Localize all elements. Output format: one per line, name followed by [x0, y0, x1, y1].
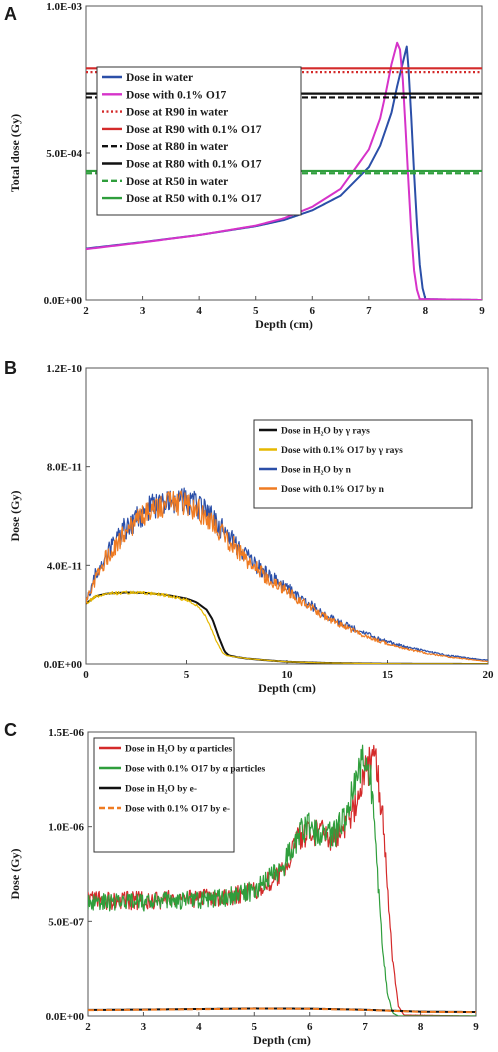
series-dose-with-0-1-o17	[86, 41, 482, 300]
x-tick-label: 2	[83, 305, 89, 317]
plot-frame	[87, 731, 477, 1017]
x-tick-label: 5	[252, 1021, 258, 1033]
x-tick-label: 7	[366, 305, 372, 317]
legend-label-dose-at-r90-with-0-1-o17: Dose at R90 with 0.1% O17	[126, 124, 262, 136]
legend-label-dose-at-r80-in-water: Dose at R80 in water	[126, 141, 228, 153]
x-tick-label: 4	[196, 1021, 202, 1033]
y-tick-label: 0.0E+00	[44, 659, 83, 671]
legend-box	[96, 66, 302, 216]
x-tick-label: 6	[307, 1021, 313, 1033]
y-axis-title: Dose (Gy)	[8, 849, 22, 900]
legend-label-dose-with-0-1-o17-by-e: Dose with 0.1% O17 by e-	[125, 804, 230, 814]
legend-label-dose-with-0-1-o17-by-n: Dose with 0.1% O17 by n	[281, 485, 385, 495]
x-tick-label: 10	[282, 669, 294, 681]
legend-label-dose-with-0-1-o17: Dose with 0.1% O17	[126, 89, 227, 101]
x-tick-label: 5	[253, 305, 259, 317]
legend-box	[93, 737, 235, 853]
x-tick-label: 20	[483, 669, 495, 681]
legend-label-dose-at-r50-with-0-1-o17: Dose at R50 with 0.1% O17	[126, 193, 262, 205]
legend-label-dose-in-h-o-by-e: Dose in H₂O by e-	[125, 784, 197, 794]
chart-panel-b: B 0 5 10 15 20 0.0E+00 4.0E-11 8.0E-11 1.2E-10 Dep…	[4, 358, 494, 695]
x-tick-label: 6	[310, 305, 316, 317]
legend-label-dose-in-h-o-by-rays: Dose in H₂O by γ rays	[281, 426, 370, 436]
x-tick-label: 9	[479, 305, 485, 317]
y-tick-label: 5.0E-07	[48, 916, 84, 928]
panel-label-a: A	[4, 4, 17, 24]
legend-label-dose-at-r90-in-water: Dose at R90 in water	[126, 107, 228, 119]
chart-panel-a: A 2 3 4 5 6 7 8 9 0.0E+00 5.0E-04 1.0E-03 Depth (cm)…	[4, 1, 485, 331]
x-axis-title: Depth (cm)	[253, 1033, 311, 1047]
x-tick-label: 0	[83, 669, 89, 681]
x-tick-label: 3	[140, 305, 146, 317]
series-group	[88, 744, 476, 1016]
y-tick-label: 0.0E+00	[46, 1011, 85, 1023]
legend-label-dose-at-r80-with-0-1-o17: Dose at R80 with 0.1% O17	[126, 159, 262, 171]
x-tick-label: 5	[184, 669, 190, 681]
y-axis-title: Dose (Gy)	[8, 491, 22, 542]
series-dose-with-0-1-o17-by-particles	[88, 744, 476, 1016]
y-tick-label: 1.0E-03	[46, 1, 82, 13]
chart-panel-c: C 2 3 4 5 6 7 8 9 0.0E+00 5.0E-07 1.0E-06 1.5E-06 Dep…	[4, 720, 479, 1047]
legend: Dose in H₂O by γ rays Dose with 0.1% O17 …	[253, 419, 473, 509]
y-tick-label: 4.0E-11	[47, 560, 82, 572]
series-dose-in-h-o-by-rays	[86, 591, 488, 664]
x-tick-label: 9	[473, 1021, 479, 1033]
panel-label-c: C	[4, 720, 17, 740]
series-group	[86, 487, 488, 664]
legend-label-dose-with-0-1-o17-by-particles: Dose with 0.1% O17 by α particles	[125, 764, 265, 774]
legend: Dose in H₂O by α particles Dose with 0.1%…	[93, 737, 265, 853]
series-dose-with-0-1-o17-by-rays	[86, 590, 488, 664]
x-tick-label: 2	[85, 1021, 91, 1033]
panel-label-b: B	[4, 358, 17, 378]
y-tick-label: 1.5E-06	[48, 727, 84, 739]
series-dose-in-h-o-by-particles	[88, 744, 476, 1016]
y-tick-label: 1.2E-10	[46, 363, 82, 375]
series-dose-with-0-1-o17-by-n	[86, 490, 488, 663]
legend-label-dose-with-0-1-o17-by-rays: Dose with 0.1% O17 by γ rays	[281, 446, 403, 456]
legend: Dose in water Dose with 0.1% O17 Dose at R…	[96, 66, 302, 216]
legend-label-dose-in-h-o-by-particles: Dose in H₂O by α particles	[125, 744, 232, 754]
legend-label-dose-in-h-o-by-n: Dose in H₂O by n	[281, 465, 352, 475]
x-tick-label: 3	[141, 1021, 147, 1033]
x-tick-label: 8	[418, 1021, 424, 1033]
x-tick-label: 15	[382, 669, 394, 681]
y-tick-label: 8.0E-11	[47, 462, 82, 474]
y-axis-title: Total dose (Gy)	[8, 114, 22, 192]
x-axis-title: Depth (cm)	[255, 317, 313, 331]
x-tick-label: 8	[423, 305, 429, 317]
legend-box	[253, 419, 473, 509]
x-tick-label: 4	[196, 305, 202, 317]
y-tick-label: 0.0E+00	[44, 295, 83, 307]
series-dose-with-0-1-o17-by-e	[88, 1007, 476, 1014]
x-tick-label: 7	[362, 1021, 368, 1033]
y-tick-label: 1.0E-06	[48, 822, 84, 834]
legend-label-dose-in-water: Dose in water	[126, 72, 193, 84]
x-axis-title: Depth (cm)	[258, 681, 316, 695]
legend-label-dose-at-r50-in-water: Dose at R50 in water	[126, 176, 228, 188]
y-tick-label: 5.0E-04	[46, 148, 82, 160]
